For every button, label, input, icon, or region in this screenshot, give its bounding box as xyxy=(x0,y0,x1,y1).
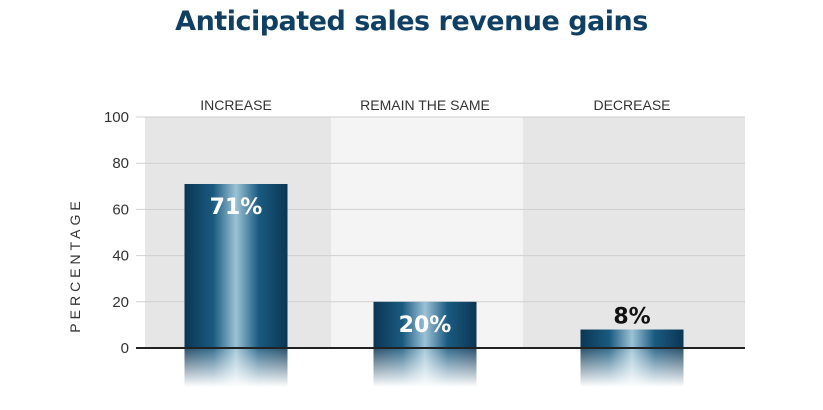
reflection-fade xyxy=(183,349,289,387)
data-label: 8% xyxy=(613,305,650,330)
category-band xyxy=(523,117,745,348)
bar xyxy=(184,183,288,348)
reflection-fade xyxy=(372,349,478,387)
category-labels: INCREASE REMAIN THE SAME DECREASE xyxy=(200,97,670,113)
y-tick-label: 20 xyxy=(112,294,129,311)
y-tick-label: 40 xyxy=(112,248,129,265)
y-tick-labels: 0 20 40 60 80 100 xyxy=(104,109,129,357)
y-tick-label: 100 xyxy=(104,109,129,126)
category-label: INCREASE xyxy=(200,97,272,113)
data-label: 71% xyxy=(210,195,263,220)
category-label: DECREASE xyxy=(593,97,670,113)
category-label: REMAIN THE SAME xyxy=(360,97,490,113)
bars xyxy=(184,183,684,348)
bar-reflections xyxy=(183,349,685,387)
bar xyxy=(580,329,684,348)
y-tick-label: 0 xyxy=(121,340,129,357)
data-labels: 71% 20% 8% xyxy=(210,195,651,338)
data-label: 20% xyxy=(399,313,452,338)
y-axis-label: PERCENTAGE xyxy=(67,197,83,332)
chart-title: Anticipated sales revenue gains xyxy=(175,6,648,37)
y-tick-label: 80 xyxy=(112,155,129,172)
y-tick-label: 60 xyxy=(112,201,129,218)
bar xyxy=(373,301,477,348)
reflection-fade xyxy=(579,349,685,387)
